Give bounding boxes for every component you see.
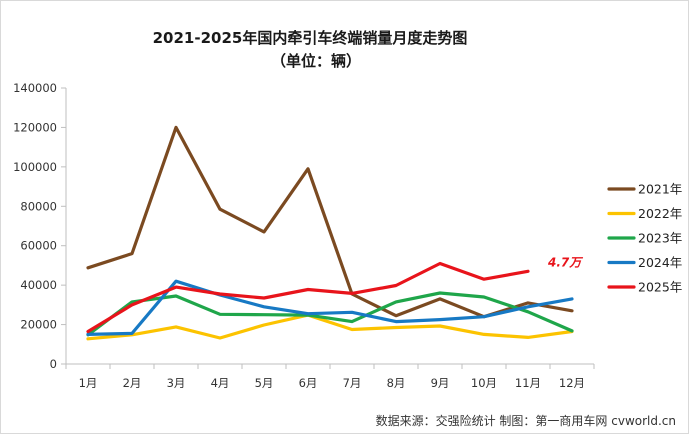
x-tick-label: 2月 — [123, 376, 142, 390]
x-tick-label: 8月 — [387, 376, 406, 390]
series-line-2021年 — [86, 125, 574, 319]
legend-label: 2025年 — [638, 280, 682, 295]
x-tick-label: 7月 — [343, 376, 362, 390]
x-tick-label: 1月 — [79, 376, 98, 390]
chart-title: 2021-2025年国内牵引车终端销量月度走势图 — [153, 29, 468, 47]
source-note: 数据来源：交强险统计 制图：第一商用车网 cvworld.cn — [376, 413, 676, 428]
x-tick-label: 6月 — [299, 376, 318, 390]
y-tick-label: 20000 — [20, 318, 57, 332]
legend-label: 2024年 — [638, 255, 682, 270]
legend-label: 2023年 — [638, 231, 682, 246]
series-line-2023年 — [86, 291, 574, 337]
y-tick-label: 120000 — [13, 120, 57, 134]
y-tick-label: 140000 — [13, 81, 57, 95]
data-label-annotation: 4.7万 — [547, 255, 583, 269]
x-tick-label: 12月 — [559, 376, 585, 390]
legend: 2021年 2022年 2023年 2024年 2025年 — [607, 182, 682, 295]
annotation-layer: 4.7万 — [547, 255, 583, 269]
y-tick-label: 100000 — [13, 160, 57, 174]
chart-subtitle: （单位：辆） — [271, 52, 361, 70]
series-line-2022年 — [86, 313, 574, 341]
series-line-2025年 — [86, 261, 530, 334]
axes: 0 20000 40000 60000 80000 100000 120000 140000 1… — [13, 81, 595, 390]
series-layer — [86, 125, 574, 341]
legend-label: 2021年 — [638, 182, 682, 197]
x-tick-label: 3月 — [167, 376, 186, 390]
x-tick-label: 10月 — [471, 376, 497, 390]
y-tick-label: 60000 — [20, 239, 57, 253]
legend-label: 2022年 — [638, 206, 682, 221]
x-tick-label: 5月 — [255, 376, 274, 390]
x-tick-label: 9月 — [431, 376, 450, 390]
y-tick-label: 40000 — [20, 278, 57, 292]
y-tick-label: 80000 — [20, 199, 57, 213]
x-tick-label: 4月 — [211, 376, 230, 390]
x-tick-label: 11月 — [515, 376, 541, 390]
y-tick-label: 0 — [50, 357, 57, 371]
series-line-2024年 — [86, 279, 574, 336]
